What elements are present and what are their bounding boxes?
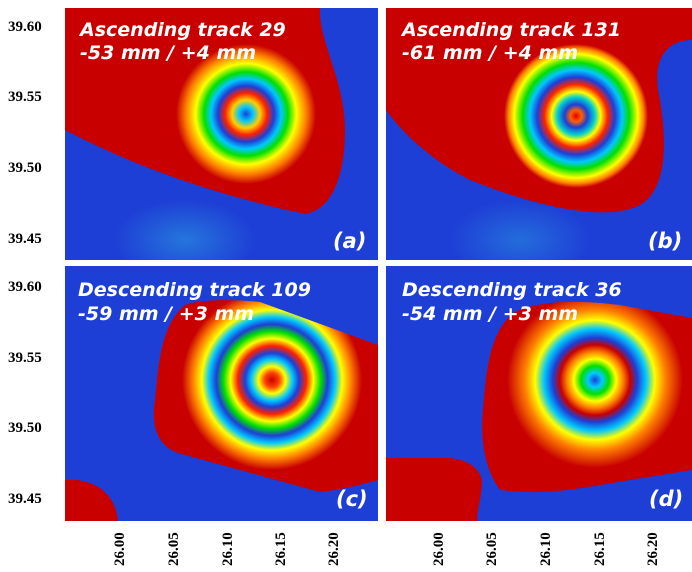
panel-b-title-line1: Ascending track 131 xyxy=(400,19,621,41)
panel-b-label: (b) xyxy=(648,229,682,253)
x-axis-right: 26.00 26.05 26.10 26.15 26.20 xyxy=(431,532,661,566)
x-tick-left-2: 26.05 xyxy=(166,532,182,566)
panel-c-deformation-lobe xyxy=(153,300,378,492)
panel-b-deformation-lobe xyxy=(386,8,692,213)
x-tick-left-5: 26.20 xyxy=(326,532,342,566)
panel-c-label: (c) xyxy=(336,487,368,511)
panel-d-label: (d) xyxy=(649,487,683,511)
x-tick-right-4: 26.15 xyxy=(592,532,608,566)
panel-a-deformation-lobe xyxy=(65,8,345,214)
y-tick-top-1: 39.60 xyxy=(8,19,42,35)
x-tick-left-3: 26.10 xyxy=(220,532,236,566)
panel-b: Ascending track 131 -61 mm / +4 mm (b) xyxy=(386,8,692,260)
panel-c-title-line2: -59 mm / +3 mm xyxy=(78,303,254,325)
y-tick-bottom-4: 39.45 xyxy=(8,491,42,507)
panel-a-title-line2: -53 mm / +4 mm xyxy=(80,42,256,64)
panel-c-corner-lobe xyxy=(65,479,118,521)
x-tick-left-1: 26.00 xyxy=(112,532,128,566)
y-tick-top-2: 39.55 xyxy=(8,89,42,105)
panel-d-title-line1: Descending track 36 xyxy=(402,279,622,301)
panel-d-title-line2: -54 mm / +3 mm xyxy=(402,303,578,325)
y-tick-top-3: 39.50 xyxy=(8,160,42,176)
panel-d-deformation-lobe xyxy=(482,301,692,493)
y-tick-top-4: 39.45 xyxy=(8,231,42,247)
x-tick-left-4: 26.15 xyxy=(273,532,289,566)
panel-c-title-line1: Descending track 109 xyxy=(78,279,311,301)
x-axis-left: 26.00 26.05 26.10 26.15 26.20 xyxy=(112,532,342,566)
panel-b-title-line2: -61 mm / +4 mm xyxy=(402,42,578,64)
panel-a: Ascending track 29 -53 mm / +4 mm (a) xyxy=(65,8,378,260)
x-tick-right-1: 26.00 xyxy=(431,532,447,566)
panel-b-glow xyxy=(450,200,590,260)
panel-a-glow xyxy=(115,200,255,260)
panel-d-left-lobe xyxy=(386,458,482,521)
y-axis: 39.60 39.55 39.50 39.45 39.60 39.55 39.5… xyxy=(8,19,42,507)
x-tick-right-2: 26.05 xyxy=(484,532,500,566)
panel-a-label: (a) xyxy=(333,229,366,253)
y-tick-bottom-2: 39.55 xyxy=(8,350,42,366)
panel-d: Descending track 36 -54 mm / +3 mm (d) xyxy=(386,266,692,521)
panel-a-title-line1: Ascending track 29 xyxy=(78,19,286,41)
y-tick-bottom-3: 39.50 xyxy=(8,420,42,436)
panel-c: Descending track 109 -59 mm / +3 mm (c) xyxy=(65,266,378,521)
y-tick-bottom-1: 39.60 xyxy=(8,279,42,295)
x-tick-right-3: 26.10 xyxy=(538,532,554,566)
x-tick-right-5: 26.20 xyxy=(645,532,661,566)
